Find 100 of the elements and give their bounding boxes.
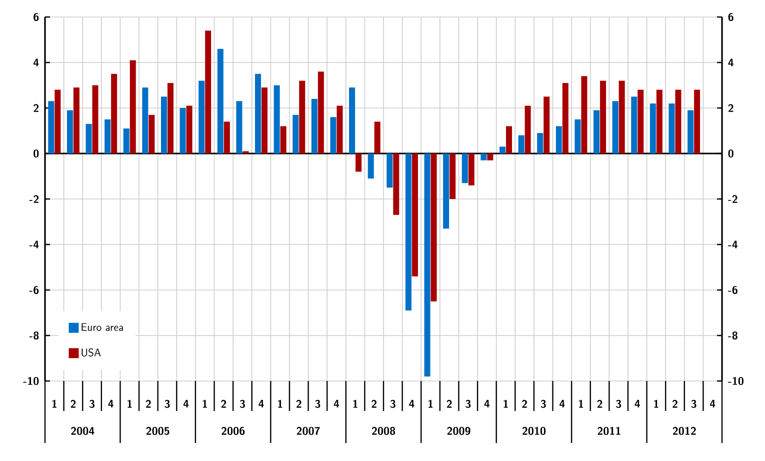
- x-tick-label: 1: [127, 400, 132, 408]
- bar: [594, 110, 600, 154]
- x-tick-label: 3: [164, 400, 170, 408]
- x-tick-label: 3: [540, 400, 546, 408]
- y2-tick-label: -2: [728, 195, 738, 203]
- bar: [450, 153, 456, 199]
- bar: [424, 153, 430, 376]
- x-tick-label: 3: [616, 400, 622, 408]
- bar: [462, 153, 468, 184]
- bar: [518, 135, 524, 154]
- bar: [111, 74, 118, 154]
- y2-tick-label: 4: [728, 58, 734, 66]
- x-tick-label: 1: [428, 400, 433, 408]
- bar: [336, 106, 343, 154]
- bar: [280, 126, 286, 154]
- text: 2005: [146, 426, 170, 435]
- x-tick-label: 4: [634, 400, 640, 408]
- bar: [311, 98, 318, 154]
- text: 2004: [71, 426, 94, 435]
- y2-tick-label: 6: [728, 12, 734, 22]
- bar: [274, 85, 280, 154]
- x-tick-label: 2: [296, 400, 302, 408]
- bar: [562, 82, 568, 154]
- y-tick-label: 4: [33, 58, 39, 66]
- bar: [224, 122, 230, 154]
- bar: [292, 114, 299, 154]
- bar: [443, 153, 450, 229]
- x-tick-label: 4: [183, 400, 189, 408]
- bar: [299, 80, 306, 154]
- bar: [675, 90, 682, 154]
- bar: [556, 126, 562, 154]
- bar: [368, 153, 374, 179]
- y2-tick-label: -10: [728, 376, 744, 386]
- y2-tick-label: 2: [728, 104, 734, 112]
- bar: [330, 117, 336, 154]
- bar: [148, 114, 155, 154]
- text: 2006: [222, 426, 245, 435]
- x-tick-label: 2: [372, 400, 376, 408]
- x-tick-label: 2: [522, 400, 527, 408]
- bar: [86, 124, 92, 154]
- y-tick-label: -2: [29, 195, 39, 203]
- bar: [48, 101, 54, 154]
- bar: [631, 96, 638, 154]
- x-tick-label: 3: [315, 400, 320, 408]
- bar: [537, 133, 544, 154]
- y2-tick-label: -4: [728, 240, 738, 248]
- bar: [668, 103, 675, 154]
- x-tick-label: 2: [221, 400, 226, 408]
- y-tick-label: 2: [34, 104, 39, 112]
- y2-tick-label: -6: [728, 286, 738, 294]
- bar: [186, 106, 192, 154]
- bar: [205, 30, 212, 154]
- x-tick-label: 1: [654, 400, 658, 408]
- y-tick-label: 6: [34, 12, 39, 22]
- bar: [694, 90, 700, 154]
- bar: [66, 110, 73, 154]
- y-tick-label: -10: [23, 376, 39, 386]
- x-tick-label: 2: [597, 400, 602, 408]
- bar: [356, 153, 362, 172]
- bar: [318, 72, 324, 154]
- x-tick-label: 1: [353, 400, 358, 408]
- bar: [255, 74, 262, 154]
- bar: [506, 126, 512, 154]
- bar: [656, 90, 662, 154]
- bar: [92, 85, 98, 154]
- x-tick-label: 1: [578, 400, 584, 408]
- x-tick-label: 3: [466, 400, 471, 408]
- bar: [638, 90, 644, 154]
- y-tick-label: -4: [29, 240, 39, 248]
- bar: [430, 153, 437, 302]
- x-tick-label: 4: [710, 400, 716, 408]
- bar: [524, 106, 531, 154]
- text: 2009: [447, 426, 470, 435]
- bar: [405, 153, 412, 310]
- bar: [688, 110, 694, 154]
- y-tick-label: 0: [34, 149, 39, 158]
- legend-label: Euro area: [82, 323, 123, 331]
- x-tick-label: 4: [409, 400, 414, 408]
- x-tick-label: 3: [240, 400, 245, 408]
- bar: [650, 103, 656, 154]
- x-tick-label: 4: [334, 400, 340, 408]
- bar: [160, 96, 167, 154]
- y-tick-label: -8: [29, 331, 39, 340]
- x-tick-label: 1: [52, 400, 57, 408]
- bar: [262, 88, 268, 154]
- legend-label: USA: [82, 348, 101, 356]
- x-tick-label: 1: [278, 400, 282, 408]
- x-tick-label: 1: [202, 400, 208, 408]
- x-tick-label: 3: [390, 400, 396, 408]
- x-tick-label: 4: [258, 400, 264, 408]
- bar: [349, 88, 356, 154]
- bar: [54, 90, 61, 154]
- bar: [217, 48, 224, 154]
- bar: [236, 101, 242, 154]
- x-tick-label: 3: [90, 400, 95, 408]
- bar: [167, 82, 174, 154]
- bar: [544, 96, 550, 154]
- x-tick-label: 3: [691, 400, 696, 408]
- bar: [386, 153, 393, 188]
- bar: [198, 80, 205, 154]
